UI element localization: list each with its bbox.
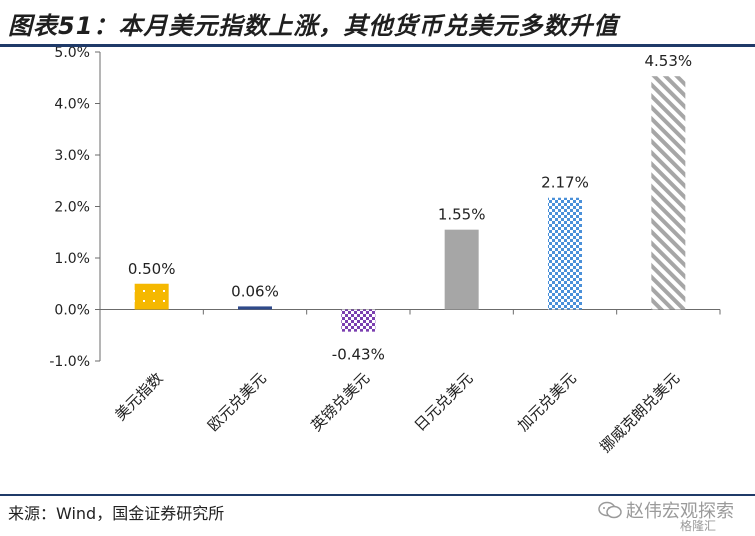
x-category-label: 挪威克朗兑美元	[596, 369, 683, 456]
source-note: 来源：Wind，国金证券研究所	[8, 504, 225, 523]
chart-title: 图表51：本月美元指数上涨，其他货币兑美元多数升值	[8, 12, 619, 40]
data-label: -0.43%	[332, 346, 385, 364]
x-category-label: 加元兑美元	[514, 369, 580, 435]
wechat-icon	[598, 501, 622, 519]
bar	[341, 309, 376, 332]
x-category-label: 英镑兑美元	[307, 369, 373, 435]
y-tick-label: 0.0%	[54, 303, 90, 319]
brand-sub: 格隆汇	[680, 519, 717, 533]
bar	[444, 229, 479, 310]
data-label: 1.55%	[438, 206, 486, 224]
brand-name: 赵伟宏观探索	[626, 501, 734, 522]
bar	[134, 283, 169, 310]
footer-divider	[0, 494, 755, 496]
y-tick-label: 2.0%	[54, 200, 90, 216]
data-label: 0.06%	[231, 282, 279, 300]
x-category-label: 美元指数	[111, 369, 166, 424]
y-tick-label: -1.0%	[49, 354, 90, 370]
x-axis: 美元指数 欧元兑美元 英镑兑美元 日元兑美元 加元兑美元 挪威克朗兑美元	[99, 309, 721, 456]
y-tick-label: 5.0%	[54, 47, 90, 61]
bar	[238, 306, 272, 310]
brand-watermark: 赵伟宏观探索 格隆汇	[598, 497, 750, 533]
x-category-label: 日元兑美元	[411, 369, 477, 435]
bar	[651, 76, 686, 310]
bar-chart: 5.0% 4.0% 3.0% 2.0% 1.0% 0.0% -1.0% 美元指数 欧元兑美元英…	[49, 47, 721, 456]
bar	[548, 197, 582, 310]
y-tick-label: 4.0%	[54, 97, 90, 113]
data-label: 4.53%	[645, 52, 693, 70]
y-axis: 5.0% 4.0% 3.0% 2.0% 1.0% 0.0% -1.0%	[49, 47, 101, 370]
bar-series: 0.50% 0.06% -0.43% 1.55% 2.17% 4.53%	[128, 52, 692, 363]
title-divider	[0, 44, 755, 47]
x-category-label: 欧元兑美元	[204, 369, 270, 435]
y-tick-label: 1.0%	[54, 251, 90, 267]
y-tick-label: 3.0%	[54, 148, 90, 164]
data-label: 0.50%	[128, 260, 176, 278]
data-label: 2.17%	[541, 174, 589, 192]
